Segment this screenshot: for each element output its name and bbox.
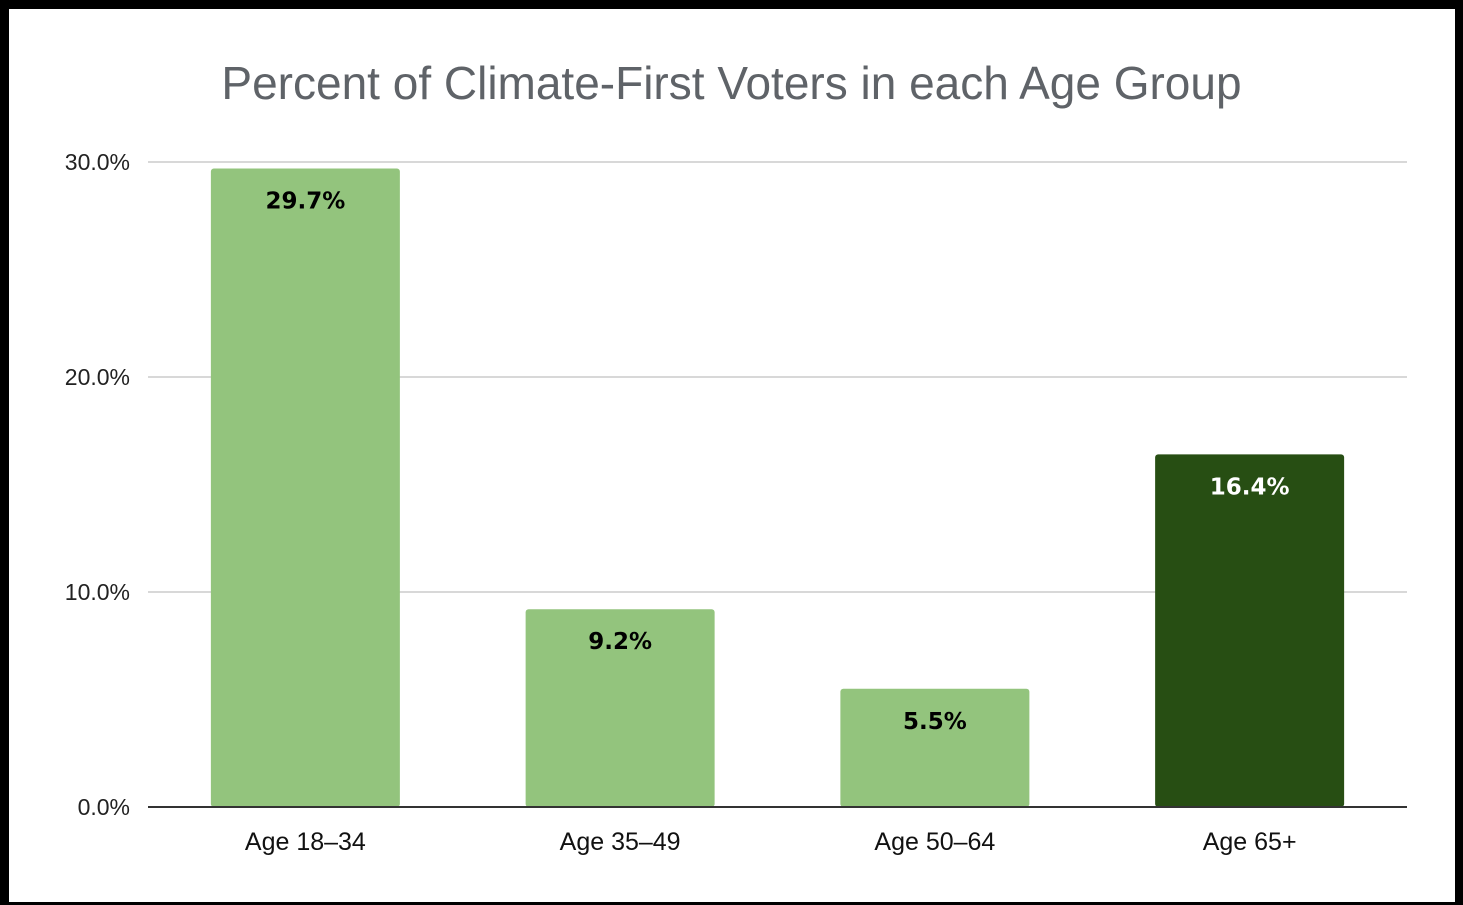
data-label: 5.5% bbox=[903, 709, 967, 735]
data-label: 29.7% bbox=[265, 188, 345, 214]
chart-title: Percent of Climate-First Voters in each … bbox=[221, 57, 1242, 109]
x-tick-label: Age 35–49 bbox=[560, 828, 681, 856]
x-tick-label: Age 65+ bbox=[1203, 828, 1297, 856]
y-tick-label: 10.0% bbox=[65, 579, 130, 605]
data-label: 9.2% bbox=[588, 629, 652, 655]
bar bbox=[525, 609, 715, 807]
y-tick-label: 20.0% bbox=[65, 364, 130, 390]
y-tick-label: 0.0% bbox=[78, 794, 130, 820]
bar bbox=[210, 168, 400, 807]
data-label: 16.4% bbox=[1210, 474, 1290, 500]
x-tick-label: Age 18–34 bbox=[245, 828, 366, 856]
bar bbox=[1155, 454, 1345, 807]
bar bbox=[840, 688, 1030, 807]
y-tick-label: 30.0% bbox=[65, 149, 130, 175]
x-tick-label: Age 50–64 bbox=[874, 828, 995, 856]
frame-bottom-border bbox=[9, 902, 1455, 905]
